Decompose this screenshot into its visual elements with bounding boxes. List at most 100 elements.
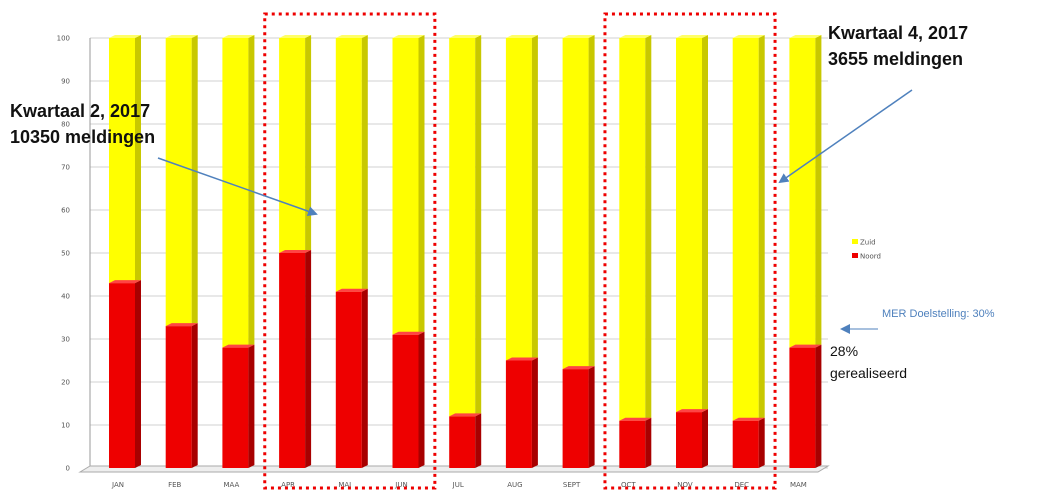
- x-tick-label: MAM: [790, 481, 807, 489]
- annotation-arrows: [157, 89, 913, 334]
- bar-zuid: [619, 38, 646, 421]
- y-tick-label: 80: [61, 121, 70, 129]
- bar-noord-side: [588, 366, 595, 468]
- q2-title: Kwartaal 2, 2017: [10, 101, 151, 121]
- target-annotation: MER Doelstelling: 30%: [882, 308, 995, 320]
- bar-noord-top: [335, 288, 368, 292]
- y-tick-label: 20: [61, 379, 70, 387]
- bar-zuid-side: [531, 35, 538, 361]
- bar-zuid: [562, 38, 589, 370]
- bar-noord-side: [475, 413, 482, 468]
- x-tick-label: NOV: [677, 481, 693, 489]
- bar-noord-top: [619, 417, 652, 421]
- bar-zuid-top: [335, 35, 368, 38]
- legend: Zuid Noord: [852, 239, 881, 261]
- x-tick-label: MAI: [338, 481, 351, 489]
- bar-zuid: [449, 38, 476, 417]
- bar-noord-side: [135, 280, 141, 468]
- bar-zuid-top: [562, 35, 595, 38]
- bar-noord-top: [165, 323, 198, 327]
- bar-zuid-top: [279, 35, 312, 38]
- bar-zuid: [789, 38, 816, 348]
- bar-zuid-top: [732, 35, 765, 38]
- bar-noord-top: [732, 417, 765, 421]
- bar-noord-top: [562, 366, 595, 370]
- x-tick-label: AUG: [507, 481, 522, 489]
- legend-label: Zuid: [860, 239, 876, 247]
- bar-noord-top: [109, 280, 141, 284]
- x-tick-label: DEC: [734, 481, 749, 489]
- bar-zuid-top: [619, 35, 652, 38]
- bar-zuid-side: [702, 35, 708, 413]
- x-tick-label: SEPT: [563, 481, 581, 489]
- bar-zuid-side: [758, 35, 765, 421]
- y-tick-label: 60: [61, 207, 70, 215]
- quarter-highlights: [263, 12, 777, 490]
- bar-noord-side: [758, 417, 765, 468]
- bar-zuid: [732, 38, 759, 421]
- bar-zuid: [165, 38, 192, 327]
- bar-noord: [505, 360, 532, 468]
- y-tick-label: 70: [61, 164, 70, 172]
- x-tick-label: APR: [281, 481, 295, 489]
- q4-annotation: Kwartaal 4, 2017 3655 meldingen: [828, 20, 968, 72]
- y-tick-label: 40: [61, 293, 70, 301]
- bar-zuid-side: [815, 35, 822, 348]
- bar-noord: [789, 347, 816, 468]
- bar-zuid-side: [418, 35, 425, 335]
- bar-noord-side: [702, 409, 708, 468]
- q2-annotation: Kwartaal 2, 2017 10350 meldingen: [10, 98, 155, 150]
- bar-noord: [732, 420, 759, 468]
- realized-pct: 28%: [830, 343, 859, 359]
- bars: [109, 35, 822, 468]
- x-tick-label: JUN: [394, 481, 407, 489]
- bar-noord-top: [789, 344, 822, 348]
- legend-swatch: [852, 253, 858, 258]
- bar-zuid: [222, 38, 249, 348]
- quarter-highlight-box: [603, 12, 777, 490]
- q2-arrow: [157, 157, 318, 217]
- x-tick-label: JUL: [452, 481, 464, 489]
- bar-zuid-top: [222, 35, 255, 38]
- x-tick-label: JAN: [111, 481, 124, 489]
- bar-noord: [562, 369, 589, 468]
- bar-noord-side: [418, 331, 425, 468]
- x-tick-label: FEB: [168, 481, 181, 489]
- bar-zuid-side: [475, 35, 482, 417]
- y-axis-labels: 0 10 20 30 40 50 60 70 80 90 100: [57, 35, 70, 473]
- y-tick-label: 30: [61, 336, 70, 344]
- bar-noord: [676, 412, 702, 468]
- bar-noord-side: [645, 417, 652, 468]
- y-tick-label: 100: [57, 35, 70, 43]
- bar-zuid-side: [588, 35, 595, 370]
- bar-zuid-top: [789, 35, 822, 38]
- bar-zuid-side: [191, 35, 198, 327]
- quarter-highlight-box: [263, 12, 437, 490]
- bar-zuid-top: [505, 35, 538, 38]
- bar-noord-top: [449, 413, 482, 417]
- bar-noord-side: [531, 357, 538, 468]
- y-tick-label: 10: [61, 422, 70, 430]
- bar-noord-top: [676, 409, 708, 413]
- bar-zuid-side: [135, 35, 141, 284]
- bar-zuid: [279, 38, 306, 253]
- q4-arrow: [778, 89, 913, 184]
- bar-noord: [109, 283, 135, 468]
- legend-swatch: [852, 239, 858, 244]
- bar-noord-top: [392, 331, 425, 335]
- bar-noord-top: [222, 344, 255, 348]
- x-tick-label: OCT: [621, 481, 636, 489]
- x-axis-labels: JAN FEB MAA APR MAI JUN JUL AUG SEPT OCT NOV DEC MAM: [111, 481, 807, 489]
- bar-zuid: [505, 38, 532, 361]
- bar-zuid-top: [165, 35, 198, 38]
- legend-label: Noord: [860, 253, 881, 261]
- bar-noord: [449, 416, 476, 468]
- bar-noord: [392, 334, 419, 468]
- bar-noord-top: [279, 250, 312, 253]
- bar-zuid-top: [392, 35, 425, 38]
- y-tick-label: 0: [66, 465, 70, 473]
- y-tick-label: 90: [61, 78, 70, 86]
- bar-noord-top: [505, 357, 538, 361]
- bar-noord-side: [305, 250, 312, 468]
